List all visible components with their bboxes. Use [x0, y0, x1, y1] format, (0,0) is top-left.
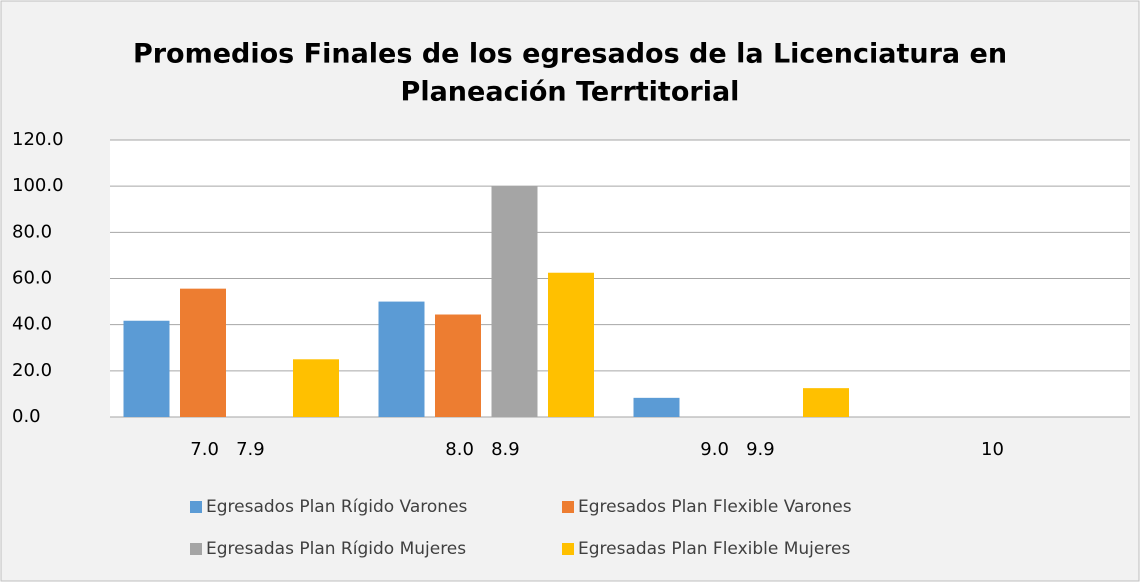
y-tick-label: 80.0	[12, 221, 52, 242]
bar	[123, 320, 170, 417]
bar	[491, 186, 538, 417]
y-tick-label: 40.0	[12, 314, 52, 335]
bar	[180, 288, 226, 417]
y-tick-label: 20.0	[12, 360, 52, 381]
y-tick-label: 100.0	[12, 175, 64, 196]
legend-swatch	[190, 543, 202, 555]
x-tick-label: 10	[981, 439, 1004, 460]
legend-label: Egresados Plan Flexible Varones	[578, 497, 852, 517]
bar	[633, 397, 680, 417]
y-tick-label: 60.0	[12, 268, 52, 289]
bar	[548, 272, 594, 417]
y-tick-label: 0.0	[12, 406, 41, 427]
y-tick-label: 120.0	[12, 129, 64, 150]
bar	[378, 301, 425, 417]
chart-title: Planeación Terrtitorial	[401, 77, 740, 108]
x-tick-label: 8.0 8.9	[445, 439, 519, 460]
legend-swatch	[562, 543, 574, 555]
bar	[435, 314, 481, 417]
legend-swatch	[562, 501, 574, 513]
x-tick-label: 7.0 7.9	[190, 439, 264, 460]
legend-label: Egresados Plan Rígido Varones	[206, 497, 468, 517]
bar	[293, 359, 339, 417]
chart-title: Promedios Finales de los egresados de la…	[133, 39, 1007, 70]
legend-label: Egresadas Plan Rígido Mujeres	[206, 539, 466, 559]
x-tick-label: 9.0 9.9	[700, 439, 774, 460]
legend-label: Egresadas Plan Flexible Mujeres	[578, 539, 850, 559]
bar	[803, 388, 849, 417]
legend-swatch	[190, 501, 202, 513]
